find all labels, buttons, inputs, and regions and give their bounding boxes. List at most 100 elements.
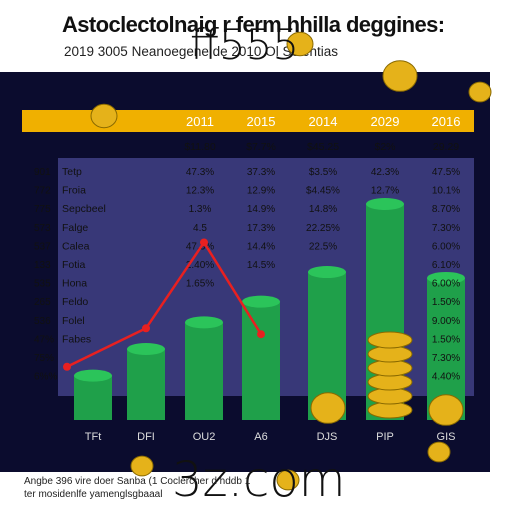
table-cell: 7.30% — [432, 223, 460, 234]
table-cell: 12.3% — [186, 186, 214, 197]
footnote-line-1: Angbe 396 vire doer Sanba (1 Coclercher … — [24, 476, 251, 487]
row-label: Folel — [62, 315, 85, 327]
table-cell: 1.50% — [432, 334, 460, 345]
table-cell: 10.1% — [432, 186, 460, 197]
bar-top-mark — [366, 198, 404, 210]
line-point — [200, 238, 208, 247]
left-axis-label: 772 — [34, 186, 51, 197]
bar-top-mark — [74, 369, 112, 382]
x-tick-label: OU2 — [193, 431, 216, 443]
coin-icon — [286, 31, 314, 57]
table-cell: 14.8% — [309, 204, 337, 215]
table-cell: 12.7% — [371, 186, 399, 197]
header-row-value: $11.80 — [184, 141, 215, 153]
left-axis-label: 536 — [34, 316, 51, 327]
left-axis-label: 573 — [34, 223, 51, 234]
header-row-value: $2% — [374, 141, 395, 153]
table-cell: 22.25% — [306, 223, 340, 234]
x-tick-label: DFI — [137, 431, 155, 443]
x-tick-label: DJS — [317, 431, 338, 443]
coin-stack-icon — [367, 331, 413, 349]
chart-title: Astoclectolnaig r ferm hhilla deggines: — [62, 12, 445, 37]
coin-icon — [130, 455, 154, 477]
row-label: Hona — [62, 278, 87, 290]
bar-top-mark — [308, 266, 346, 279]
line-point — [142, 324, 150, 333]
chart-subtitle: 2019 3005 Neanoegene de 2010 Ol Selentia… — [64, 44, 338, 59]
table-cell: 1.50% — [432, 297, 460, 308]
table-cell: 14.4% — [247, 241, 275, 252]
column-header: 2011 — [186, 114, 214, 129]
left-axis-label: 265 — [34, 297, 51, 308]
table-cell: 42.3% — [371, 167, 399, 178]
table-cell: 4.5 — [193, 223, 207, 234]
coin-icon — [428, 394, 464, 426]
left-axis-label: 535 — [34, 279, 51, 290]
coin-icon — [276, 469, 300, 491]
watermark-bottom: 3z.com — [172, 452, 346, 508]
table-cell: 8.70% — [432, 204, 460, 215]
row-label: Fabes — [62, 333, 91, 345]
table-cell: 1.3% — [189, 204, 212, 215]
bar-mark — [74, 375, 112, 420]
header-row-value: $7.7% — [246, 141, 276, 153]
coin-icon — [468, 81, 492, 103]
column-header: 2014 — [309, 114, 338, 129]
line-series-path — [66, 240, 263, 368]
row-label: Fotia — [62, 259, 86, 271]
table-cell: 4.40% — [432, 372, 460, 383]
table-cell: 1.65% — [186, 279, 214, 290]
left-axis-label: 6%% — [34, 372, 57, 383]
x-tick-label: GIS — [437, 431, 456, 443]
coin-icon — [90, 103, 118, 129]
left-axis-label: 75% — [34, 353, 54, 364]
table-cell: 47.3% — [186, 167, 214, 178]
left-axis-label: 133 — [34, 260, 51, 271]
left-axis-label: 901 — [34, 167, 51, 178]
row-label: Feldo — [62, 296, 88, 308]
row-label: Sepcbeel — [62, 203, 106, 215]
row-label: Froia — [62, 185, 86, 197]
left-axis-label: 47% — [34, 334, 54, 345]
line-point — [63, 362, 71, 371]
row-label: Falge — [62, 222, 88, 234]
table-cell: 47.5% — [432, 167, 460, 178]
watermark-top: ff555 — [190, 20, 300, 69]
table-cell: 6.00% — [432, 241, 460, 252]
x-tick-label: TFt — [85, 431, 102, 443]
table-header-band — [22, 110, 474, 132]
x-tick-label: A6 — [254, 431, 267, 443]
column-header: 2015 — [247, 114, 276, 129]
bar-top-mark — [127, 342, 165, 355]
bar-mark — [127, 348, 165, 420]
table-cell: 22.5% — [309, 241, 337, 252]
table-cell: 37.3% — [247, 167, 275, 178]
table-cell: 2.40% — [186, 260, 214, 271]
table-cell: 14.5% — [247, 260, 275, 271]
row-label: Tetp — [62, 166, 82, 178]
table-cell: 12.9% — [247, 186, 275, 197]
x-tick-label: PIP — [376, 431, 394, 443]
table-cell: 17.3% — [247, 223, 275, 234]
table-cell: $3.5% — [309, 167, 337, 178]
bar-top-mark — [242, 295, 280, 308]
table-cell: 7.30% — [432, 353, 460, 364]
column-header: 2029 — [371, 114, 400, 129]
table-cell: 9.00% — [432, 316, 460, 327]
table-cell: 6.10% — [432, 260, 460, 271]
table-cell: $4.45% — [306, 186, 340, 197]
bar-top-mark — [427, 271, 465, 284]
table-cell: 6.00% — [432, 279, 460, 290]
coin-icon — [427, 441, 451, 463]
line-point — [257, 330, 265, 339]
bar-mark — [185, 322, 223, 420]
bar-mark — [242, 301, 280, 420]
left-axis-label: 537 — [34, 241, 51, 252]
column-header: 2016 — [432, 114, 461, 129]
bar-top-mark — [185, 316, 223, 329]
header-row-value: 29.29 — [433, 141, 459, 153]
header-row-value: $45.25 — [307, 141, 339, 153]
coin-icon — [382, 60, 418, 92]
